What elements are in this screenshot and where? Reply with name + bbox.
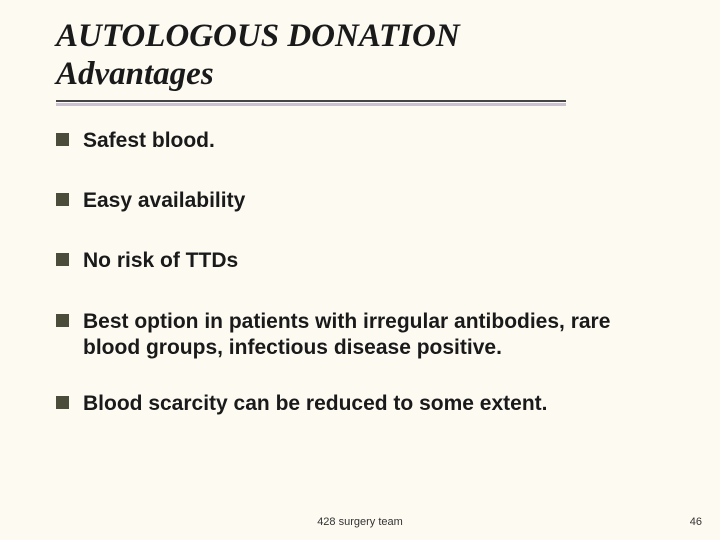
title-line-1: AUTOLOGOUS DONATION [56, 18, 672, 56]
bullet-square-icon [56, 396, 69, 409]
bullet-square-icon [56, 133, 69, 146]
list-item: No risk of TTDs [56, 248, 672, 274]
bullet-text: Easy availability [83, 188, 245, 214]
bullet-text: Safest blood. [83, 128, 215, 154]
page-number: 46 [690, 516, 702, 528]
list-item: Blood scarcity can be reduced to some ex… [56, 391, 672, 417]
title-line-2: Advantages [56, 56, 672, 94]
title-underline-shadow [56, 103, 566, 106]
footer-center-text: 428 surgery team [0, 516, 720, 528]
list-item: Best option in patients with irregular a… [56, 309, 672, 362]
slide: AUTOLOGOUS DONATION Advantages Safest bl… [0, 0, 720, 540]
list-item: Easy availability [56, 188, 672, 214]
bullet-text: No risk of TTDs [83, 248, 238, 274]
title-underline [56, 100, 566, 102]
bullet-square-icon [56, 314, 69, 327]
bullet-text: Blood scarcity can be reduced to some ex… [83, 391, 547, 417]
bullet-text: Best option in patients with irregular a… [83, 309, 672, 362]
title-block: AUTOLOGOUS DONATION Advantages [56, 18, 672, 106]
bullet-square-icon [56, 193, 69, 206]
bullet-list: Safest blood. Easy availability No risk … [56, 128, 672, 418]
list-item: Safest blood. [56, 128, 672, 154]
bullet-square-icon [56, 253, 69, 266]
